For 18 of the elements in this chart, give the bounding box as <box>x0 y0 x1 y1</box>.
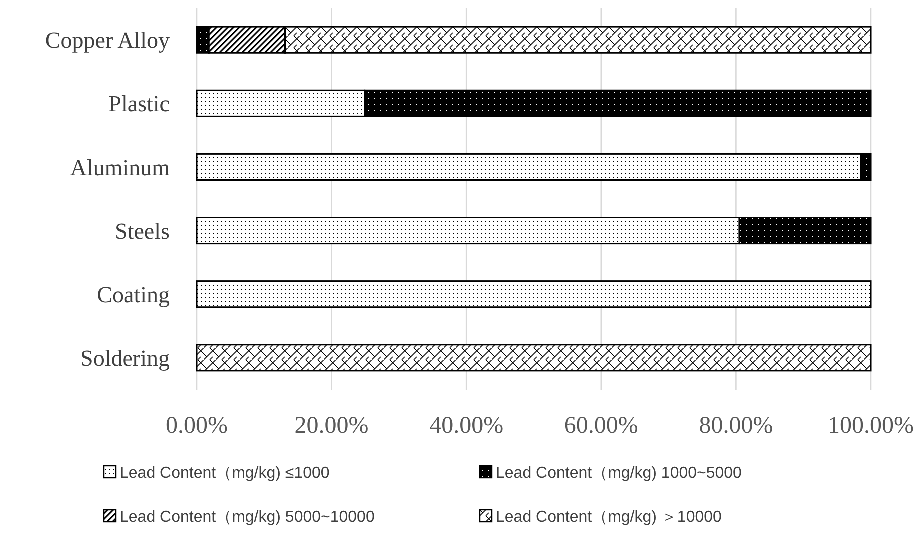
legend-label: Lead Content（mg/kg) ≤1000 <box>120 465 330 482</box>
y-tick-label: Soldering <box>80 346 170 371</box>
legend-label: Lead Content（mg/kg) 1000~5000 <box>496 465 742 482</box>
y-tick-label: Plastic <box>108 92 170 117</box>
y-tick-label: Coating <box>97 282 170 308</box>
y-tick-label: Aluminum <box>70 155 170 180</box>
bar <box>196 344 872 372</box>
bar <box>196 280 872 308</box>
x-tick-label: 40.00% <box>430 413 504 439</box>
x-tick-label: 20.00% <box>294 413 369 439</box>
legend-label: Lead Content（mg/kg) ＞10000 <box>496 509 722 526</box>
x-tick-label: 60.00% <box>564 413 638 439</box>
x-tick-label: 100.00% <box>828 413 914 439</box>
y-tick-label: Steels <box>115 218 170 244</box>
x-tick-label: 80.00% <box>699 413 774 439</box>
legend-label: Lead Content（mg/kg) 5000~10000 <box>120 509 375 526</box>
y-tick-label: Copper Alloy <box>45 28 170 54</box>
x-tick-label: 0.00% <box>166 413 228 439</box>
